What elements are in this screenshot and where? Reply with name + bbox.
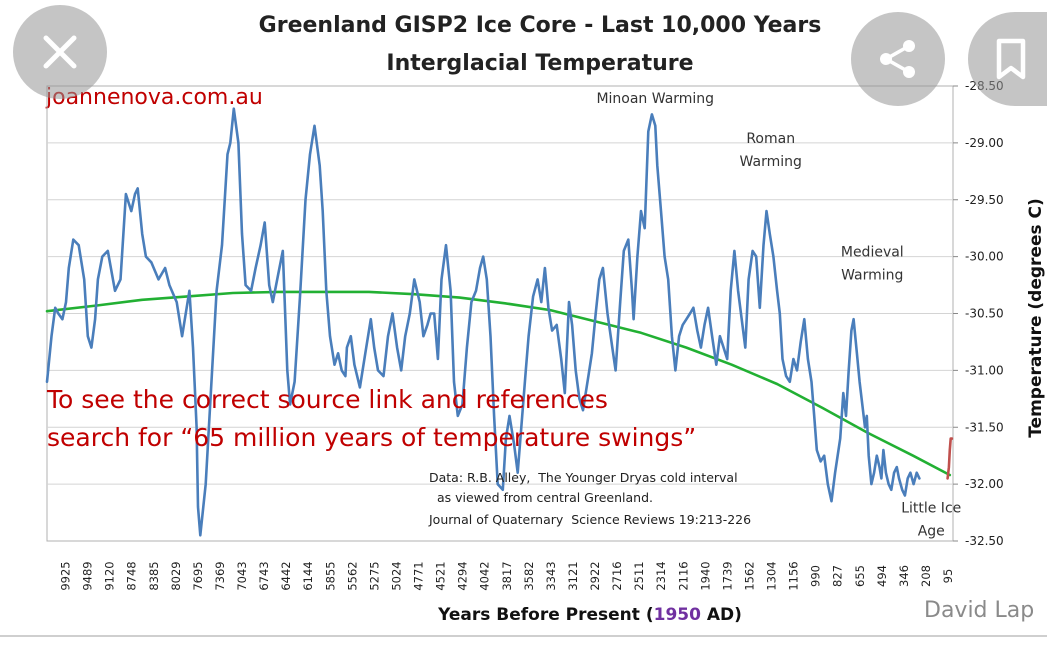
source-text: Data: R.B. Alley, The Younger Dryas cold… [428, 470, 751, 527]
x-tick-label: 1156 [787, 561, 801, 590]
x-axis: 9925 9489 9120 8748 8385 8029 7695 7369 7043 6743… [59, 561, 956, 590]
y-tick-label: -31.00 [965, 363, 1004, 377]
series-line [946, 437, 954, 480]
x-axis-label: Years Before Present (1950 AD) [437, 605, 742, 625]
x-tick-label: 990 [809, 565, 823, 587]
x-axis-label-prefix: Years Before Present ( [437, 605, 654, 625]
x-tick-label: 1940 [698, 561, 712, 590]
notice-line-2: search for “65 million years of temperat… [47, 423, 696, 452]
y-tick-label: -29.50 [965, 193, 1004, 207]
x-tick-label: 8029 [169, 561, 183, 590]
x-tick-label: 655 [853, 565, 867, 587]
share-button[interactable] [851, 12, 945, 106]
source-line-3: Journal of Quaternary Science Reviews 19… [428, 512, 751, 527]
y-tick-label: -29.00 [965, 136, 1004, 150]
notice-text: To see the correct source link and refer… [46, 385, 696, 452]
annotation-label: Medieval Warming [841, 245, 904, 284]
x-tick-label: 6442 [279, 561, 293, 590]
close-button[interactable] [13, 5, 107, 99]
x-tick-label: 3343 [544, 561, 558, 590]
y-tick-label: -30.00 [965, 250, 1004, 264]
x-tick-label: 3582 [522, 561, 536, 590]
close-icon [43, 35, 77, 69]
y-tick-label: -32.50 [965, 534, 1004, 548]
chart-title: Greenland GISP2 Ice Core - Last 10,000 Y… [259, 13, 822, 38]
x-axis-label-year: 1950 [654, 605, 701, 625]
x-tick-label: 95 [941, 569, 955, 584]
x-tick-label: 5024 [389, 561, 403, 590]
share-icon [880, 40, 915, 78]
x-tick-label: 2922 [588, 561, 602, 590]
x-tick-label: 4294 [456, 561, 470, 590]
x-tick-label: 5275 [367, 561, 381, 590]
x-tick-label: 5855 [323, 561, 337, 590]
x-tick-label: 7369 [213, 561, 227, 590]
annotation-label: Minoan Warming [596, 91, 714, 107]
series-recent [946, 437, 954, 480]
x-tick-label: 2511 [632, 561, 646, 590]
x-axis-label-suffix: AD) [701, 605, 742, 625]
chart-subtitle: Interglacial Temperature [386, 51, 693, 76]
x-tick-label: 9925 [59, 561, 73, 590]
x-tick-label: 8385 [147, 561, 161, 590]
x-tick-label: 494 [875, 565, 889, 587]
series-trend [45, 290, 952, 477]
x-tick-label: 6144 [301, 561, 315, 590]
y-gridlines [47, 142, 953, 485]
y-tick-label: -32.00 [965, 477, 1004, 491]
x-tick-label: 9120 [103, 561, 117, 590]
x-tick-label: 4521 [434, 561, 448, 590]
y-tick-label: -30.50 [965, 307, 1004, 321]
x-tick-label: 7695 [191, 561, 205, 590]
x-tick-label: 1304 [765, 561, 779, 590]
x-tick-label: 1562 [742, 561, 756, 590]
x-tick-label: 4042 [478, 561, 492, 590]
y-axis-label: Temperature (degrees C) [1026, 198, 1046, 438]
x-tick-label: 5562 [345, 561, 359, 590]
source-line-2: as viewed from central Greenland. [429, 490, 653, 505]
source-line-1: Data: R.B. Alley, The Younger Dryas cold… [429, 470, 738, 485]
series-temperature [45, 107, 921, 537]
x-tick-label: 1739 [720, 561, 734, 590]
x-tick-label: 3121 [566, 561, 580, 590]
x-tick-label: 208 [919, 565, 933, 587]
x-tick-label: 6743 [257, 561, 271, 590]
x-tick-label: 4771 [412, 561, 426, 590]
watermark: David Lap [924, 598, 1035, 623]
x-tick-label: 9489 [81, 561, 95, 590]
series-line [45, 107, 921, 537]
y-tick-label: -31.50 [965, 420, 1004, 434]
x-tick-label: 8748 [125, 561, 139, 590]
x-tick-label: 346 [897, 565, 911, 587]
bookmark-button[interactable] [968, 12, 1047, 106]
x-tick-label: 3817 [500, 561, 514, 590]
x-tick-label: 2716 [610, 561, 624, 590]
x-tick-label: 2314 [654, 561, 668, 590]
x-tick-label: 2116 [676, 561, 690, 590]
bookmark-icon [996, 38, 1026, 80]
x-tick-label: 7043 [235, 561, 249, 590]
annotation-label: Roman Warming [740, 131, 802, 170]
series-line [45, 290, 952, 477]
notice-line-1: To see the correct source link and refer… [46, 385, 608, 414]
annotation-label: Little Ice Age [901, 501, 961, 540]
bottom-divider [0, 635, 1047, 637]
x-tick-label: 827 [831, 565, 845, 587]
annotations: Minoan Warming Roman Warming Medieval Warmin… [596, 91, 961, 540]
